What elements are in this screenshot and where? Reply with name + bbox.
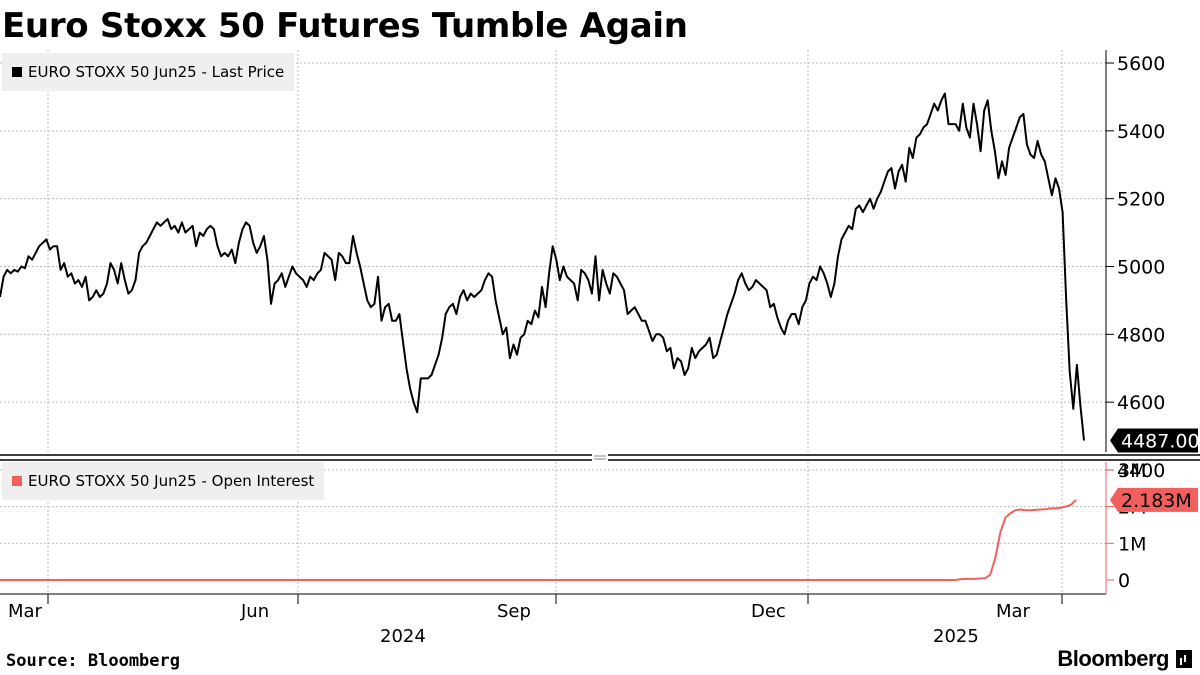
oi-last-value-label: 2.183M <box>1121 490 1192 512</box>
source-note: Source: Bloomberg <box>6 651 180 671</box>
x-tick-label: Jun <box>240 601 269 622</box>
oi-last-value-tag <box>1110 487 1198 512</box>
open-interest-series-line <box>0 499 1077 581</box>
x-year-label: 2025 <box>933 626 979 647</box>
x-tick-label: Dec <box>751 601 786 622</box>
legend-swatch-price <box>12 67 22 77</box>
x-tick-label: Sep <box>497 601 531 622</box>
x-tick-label: Mar <box>996 601 1031 622</box>
price-y-tick-label: 4400 <box>1117 460 1165 482</box>
brand-text: Bloomberg <box>1057 646 1169 671</box>
x-tick-label: Mar <box>8 601 43 622</box>
legend-swatch-open-interest <box>12 476 22 486</box>
splitter-handle <box>592 453 608 462</box>
price-series-line <box>0 92 1085 441</box>
legend-open-interest: EURO STOXX 50 Jun25 - Open Interest <box>2 462 325 500</box>
price-last-value-label: 4487.00 <box>1121 430 1200 452</box>
chart-title: Euro Stoxx 50 Futures Tumble Again <box>2 6 688 46</box>
legend-price: EURO STOXX 50 Jun25 - Last Price <box>2 53 295 91</box>
oi-y-tick-label: 3M <box>1118 460 1146 482</box>
price-y-tick-label: 5600 <box>1117 53 1165 75</box>
price-y-tick-label: 5200 <box>1117 189 1165 211</box>
price-y-tick-label: 5000 <box>1117 257 1165 279</box>
legend-price-label: EURO STOXX 50 Jun25 - Last Price <box>28 63 285 81</box>
x-year-label: 2024 <box>380 626 426 647</box>
bloomberg-logo: Bloomberg <box>1057 646 1192 672</box>
price-y-tick-label: 5400 <box>1117 121 1165 143</box>
price-y-tick-label: 4600 <box>1117 392 1165 414</box>
oi-y-tick-label: 0 <box>1118 570 1130 592</box>
legend-open-interest-label: EURO STOXX 50 Jun25 - Open Interest <box>28 472 315 490</box>
oi-y-tick-label: 1M <box>1118 533 1146 555</box>
price-last-value-tag <box>1110 428 1198 453</box>
bloomberg-chart-icon <box>1176 650 1192 668</box>
price-y-tick-label: 4800 <box>1117 324 1165 346</box>
